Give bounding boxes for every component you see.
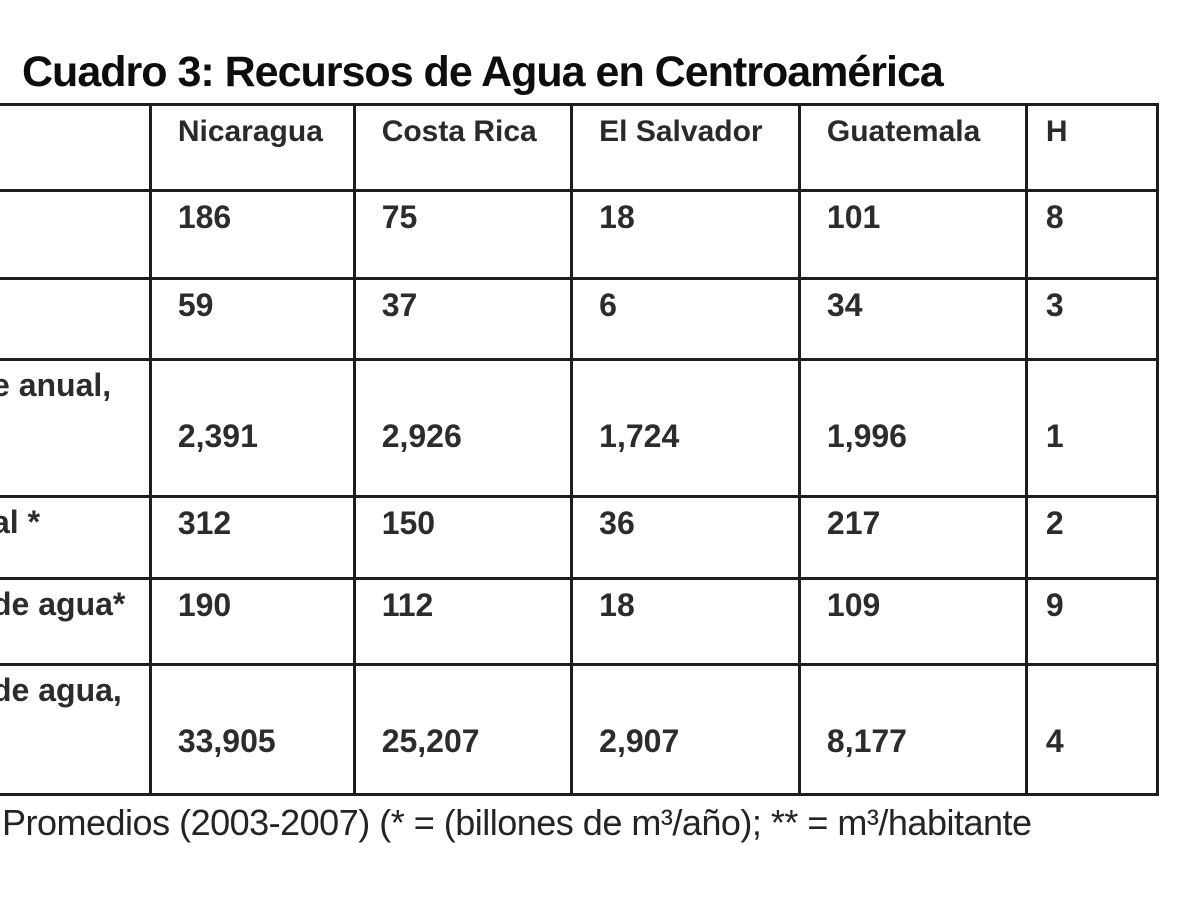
- data-cell: 186: [148, 189, 356, 280]
- data-cell: 8,177: [797, 663, 1028, 796]
- row-label: [0, 189, 152, 280]
- data-cell: 2,926: [352, 358, 574, 498]
- table-row: 59 37 6 34 3: [0, 277, 1160, 361]
- data-cell: 101: [797, 189, 1028, 280]
- data-cell-clipped: 9: [1024, 577, 1160, 666]
- data-cell: 36: [570, 495, 801, 580]
- data-cell-clipped: 3: [1024, 277, 1160, 361]
- table-header-row: Nicaragua Costa Rica El Salvador Guatema…: [0, 103, 1160, 192]
- header-nicaragua: Nicaragua: [148, 103, 356, 192]
- table-row: e anual, 2,391 2,926 1,724 1,996 1: [0, 358, 1160, 498]
- data-cell: 75: [352, 189, 574, 280]
- row-label: [0, 277, 152, 361]
- row-label: al *: [0, 495, 152, 580]
- row-label: e anual,: [0, 358, 152, 498]
- data-cell: 312: [148, 495, 356, 580]
- data-cell: 18: [570, 189, 801, 280]
- data-cell-clipped: 4: [1024, 663, 1160, 796]
- data-cell-clipped: 1: [1024, 358, 1160, 498]
- table-row: 186 75 18 101 8: [0, 189, 1160, 280]
- data-cell-clipped: 2: [1024, 495, 1160, 580]
- row-label: de agua,: [0, 663, 152, 796]
- header-rowlabel-cell: [0, 103, 152, 192]
- table-row: al * 312 150 36 217 2: [0, 495, 1160, 580]
- data-cell: 2,391: [148, 358, 356, 498]
- header-guatemala: Guatemala: [797, 103, 1028, 192]
- data-cell: 150: [352, 495, 574, 580]
- data-cell: 1,724: [570, 358, 801, 498]
- water-resources-table: Nicaragua Costa Rica El Salvador Guatema…: [0, 103, 1160, 796]
- data-cell: 190: [148, 577, 356, 666]
- data-cell: 2,907: [570, 663, 801, 796]
- data-cell: 6: [570, 277, 801, 361]
- data-cell: 109: [797, 577, 1028, 666]
- table-row: de agua, 33,905 25,207 2,907 8,177 4: [0, 663, 1160, 796]
- data-cell: 25,207: [352, 663, 574, 796]
- table-footnote: Promedios (2003-2007) (* = (billones de …: [2, 802, 1032, 843]
- header-costa-rica: Costa Rica: [352, 103, 574, 192]
- data-cell: 34: [797, 277, 1028, 361]
- data-cell: 59: [148, 277, 356, 361]
- row-label: de agua*: [0, 577, 152, 666]
- data-cell: 112: [352, 577, 574, 666]
- data-cell: 33,905: [148, 663, 356, 796]
- page-title: Cuadro 3: Recursos de Agua en Centroamér…: [22, 48, 944, 96]
- data-cell-clipped: 8: [1024, 189, 1160, 280]
- data-cell: 217: [797, 495, 1028, 580]
- data-cell: 18: [570, 577, 801, 666]
- header-honduras-clipped: H: [1024, 103, 1160, 192]
- header-el-salvador: El Salvador: [570, 103, 801, 192]
- data-cell: 37: [352, 277, 574, 361]
- data-cell: 1,996: [797, 358, 1028, 498]
- table-row: de agua* 190 112 18 109 9: [0, 577, 1160, 666]
